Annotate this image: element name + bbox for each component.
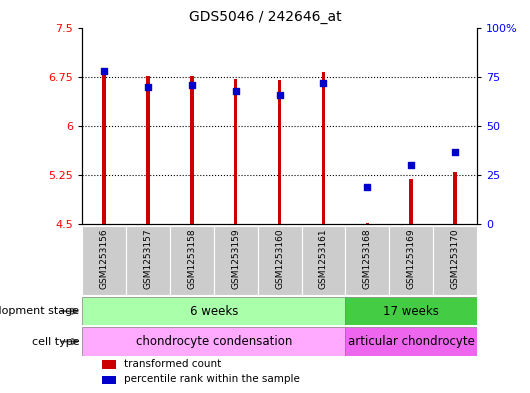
Text: development stage: development stage bbox=[0, 306, 80, 316]
Bar bbox=[214, 226, 258, 295]
Text: 17 weeks: 17 weeks bbox=[383, 305, 439, 318]
Text: GSM1253156: GSM1253156 bbox=[100, 228, 109, 289]
Text: GSM1253159: GSM1253159 bbox=[231, 228, 240, 289]
Bar bbox=[102, 376, 116, 384]
Point bbox=[319, 80, 328, 86]
Bar bbox=[102, 360, 116, 369]
Point bbox=[276, 92, 284, 98]
Bar bbox=[389, 226, 433, 295]
Bar bbox=[82, 297, 346, 325]
Point bbox=[407, 162, 416, 169]
Text: GSM1253160: GSM1253160 bbox=[275, 228, 284, 289]
Bar bbox=[346, 327, 477, 356]
Text: GDS5046 / 242646_at: GDS5046 / 242646_at bbox=[189, 10, 341, 24]
Bar bbox=[366, 223, 369, 224]
Bar bbox=[433, 226, 477, 295]
Point bbox=[232, 88, 240, 94]
Text: transformed count: transformed count bbox=[123, 359, 221, 369]
Bar bbox=[453, 172, 457, 224]
Bar bbox=[82, 226, 126, 295]
Bar bbox=[302, 226, 346, 295]
Text: GSM1253157: GSM1253157 bbox=[144, 228, 153, 289]
Text: 6 weeks: 6 weeks bbox=[190, 305, 238, 318]
Point bbox=[363, 184, 372, 190]
Bar bbox=[126, 226, 170, 295]
Text: GSM1253168: GSM1253168 bbox=[363, 228, 372, 289]
Bar bbox=[234, 79, 237, 224]
Bar bbox=[258, 226, 302, 295]
Point bbox=[451, 149, 460, 155]
Point bbox=[188, 82, 196, 88]
Bar bbox=[410, 179, 413, 224]
Text: GSM1253161: GSM1253161 bbox=[319, 228, 328, 289]
Bar bbox=[82, 327, 346, 356]
Text: GSM1253158: GSM1253158 bbox=[187, 228, 196, 289]
Text: cell type: cell type bbox=[32, 336, 80, 347]
Bar bbox=[190, 76, 193, 224]
Point bbox=[100, 68, 108, 74]
Bar bbox=[170, 226, 214, 295]
Bar bbox=[346, 297, 477, 325]
Bar bbox=[322, 72, 325, 224]
Point bbox=[144, 84, 152, 90]
Bar bbox=[146, 76, 149, 224]
Bar bbox=[346, 226, 389, 295]
Bar bbox=[278, 80, 281, 224]
Bar bbox=[102, 72, 106, 224]
Text: GSM1253170: GSM1253170 bbox=[450, 228, 460, 289]
Text: chondrocyte condensation: chondrocyte condensation bbox=[136, 335, 292, 348]
Text: GSM1253169: GSM1253169 bbox=[407, 228, 416, 289]
Text: percentile rank within the sample: percentile rank within the sample bbox=[123, 375, 299, 384]
Text: articular chondrocyte: articular chondrocyte bbox=[348, 335, 475, 348]
